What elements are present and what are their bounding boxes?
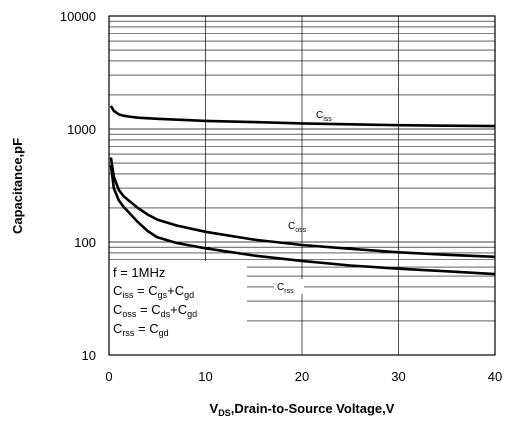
crss-equation: Crss = Cgd — [113, 321, 169, 338]
series-label-ciss: Ciss — [316, 110, 332, 123]
y-tick-label: 10000 — [60, 9, 96, 24]
series-line-coss — [109, 157, 496, 259]
x-axis-title: VDS,Drain-to-Source Voltage,V — [210, 401, 395, 418]
x-tick-label: 30 — [391, 369, 405, 384]
y-axis-title: Capacitance,pF — [10, 138, 25, 234]
series-label-coss: Coss — [288, 221, 307, 234]
series-line-ciss — [109, 105, 496, 128]
series-line-crss — [109, 164, 496, 276]
y-tick-label: 10 — [82, 348, 96, 363]
y-tick-label: 100 — [74, 235, 96, 250]
annotation-box — [109, 261, 247, 355]
plot-frame — [108, 15, 496, 356]
x-tick-labels: 0 10 20 30 40 — [105, 369, 502, 384]
x-tick-label: 10 — [198, 369, 212, 384]
annotation-text: f = 1MHz Ciss = Cgs+Cgd Coss = Cds+Cgd C… — [113, 265, 197, 338]
y-tick-label: 1000 — [67, 122, 96, 137]
y-tick-labels: 10000 1000 100 10 — [60, 9, 96, 363]
x-tick-label: 0 — [105, 369, 112, 384]
series-label-crss: Crss — [277, 282, 294, 295]
ciss-equation: Ciss = Cgs+Cgd — [113, 283, 194, 300]
coss-equation: Coss = Cds+Cgd — [113, 302, 197, 319]
x-tick-label: 20 — [295, 369, 309, 384]
crss-label-box — [274, 279, 304, 294]
frequency-note: f = 1MHz — [113, 265, 165, 280]
series-lines — [109, 105, 496, 276]
x-tick-label: 40 — [488, 369, 502, 384]
